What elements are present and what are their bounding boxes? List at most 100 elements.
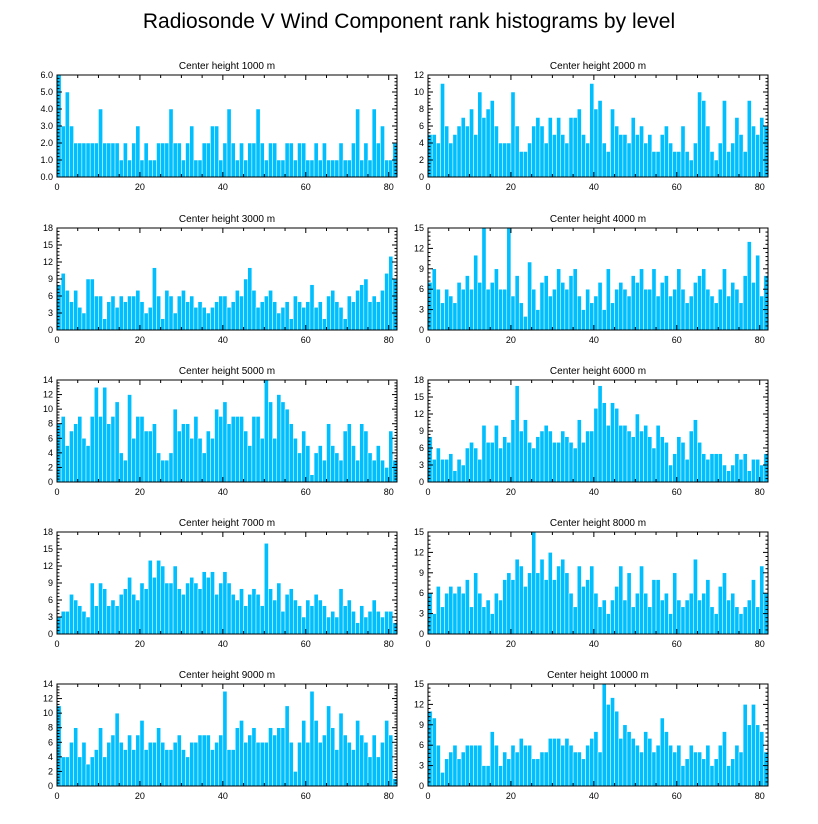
panel-title: Center height 2000 m <box>550 61 646 72</box>
y-tick-label: 14 <box>43 375 53 385</box>
bar <box>60 611 66 635</box>
bar <box>747 100 752 178</box>
bar <box>498 447 503 483</box>
bar <box>680 288 686 331</box>
bar <box>102 318 108 331</box>
x-tick-label: 20 <box>135 487 145 497</box>
bar <box>514 125 520 178</box>
bar <box>218 159 224 178</box>
bar <box>81 142 87 178</box>
y-tick-label: 0 <box>48 325 53 335</box>
bar <box>384 611 389 635</box>
bar <box>384 159 389 178</box>
bar <box>342 318 348 331</box>
y-tick-label: 3 <box>419 609 424 619</box>
bar <box>518 430 524 483</box>
bar <box>668 613 673 635</box>
bar <box>676 436 682 483</box>
bar <box>639 268 644 331</box>
bar <box>581 134 586 178</box>
bar <box>330 611 336 635</box>
bar <box>751 704 756 787</box>
bar <box>477 459 483 483</box>
x-tick-label: 0 <box>54 182 59 192</box>
bar <box>601 309 607 331</box>
bar <box>322 605 327 635</box>
bar <box>610 302 615 331</box>
bar <box>255 594 261 635</box>
bar <box>251 727 257 787</box>
bar <box>547 117 553 178</box>
bar <box>531 288 537 331</box>
bar <box>518 302 524 331</box>
bar <box>201 452 207 483</box>
bar <box>759 731 765 787</box>
bar <box>622 599 628 635</box>
bar <box>309 691 315 787</box>
bar <box>693 751 698 787</box>
bar <box>123 749 128 787</box>
bar <box>89 278 95 331</box>
bar <box>485 765 491 787</box>
bar <box>626 142 632 178</box>
bar <box>577 108 582 178</box>
bar <box>448 586 454 635</box>
bar <box>543 425 549 483</box>
bar <box>477 282 483 331</box>
bar <box>552 288 557 331</box>
y-tick-label: 3 <box>419 761 424 771</box>
bar <box>485 288 491 331</box>
bar <box>597 606 603 635</box>
bar <box>460 751 466 787</box>
bar <box>73 290 78 331</box>
bar <box>206 734 211 787</box>
bar <box>255 307 261 331</box>
bar <box>655 151 661 178</box>
bar <box>688 744 694 787</box>
bar <box>535 117 541 178</box>
bar <box>152 423 157 483</box>
bar <box>556 442 561 483</box>
bar <box>81 312 87 331</box>
bar <box>560 558 566 635</box>
bar <box>668 464 673 483</box>
bar <box>147 159 153 178</box>
bar <box>589 565 595 635</box>
y-tick-label: 10 <box>43 708 53 718</box>
bar <box>709 151 715 178</box>
bar <box>143 142 149 178</box>
bar <box>330 727 336 787</box>
bar <box>556 565 561 635</box>
bar <box>514 558 520 635</box>
bar <box>755 459 760 483</box>
y-tick-label: 0 <box>419 629 424 639</box>
bar <box>326 159 331 178</box>
bar <box>498 765 503 787</box>
bar <box>705 459 711 483</box>
x-tick-label: 20 <box>506 182 516 192</box>
y-tick-label: 6 <box>48 595 53 605</box>
bar <box>214 408 219 483</box>
plot-frame <box>56 683 398 787</box>
bar <box>755 606 760 635</box>
bar <box>473 572 479 635</box>
bar <box>734 453 740 483</box>
bar <box>523 151 528 178</box>
plot-frame <box>427 531 769 635</box>
y-tick-label: 3 <box>419 460 424 470</box>
bar <box>197 159 203 178</box>
bar <box>114 401 120 483</box>
bar <box>69 742 74 787</box>
bar <box>543 579 549 635</box>
bar <box>147 430 153 483</box>
bar <box>297 301 302 331</box>
bar <box>317 599 323 635</box>
bar <box>239 295 244 331</box>
bar <box>268 727 273 787</box>
x-tick-label: 0 <box>54 639 59 649</box>
bar <box>226 423 232 483</box>
bar <box>489 442 495 483</box>
bar <box>380 616 385 635</box>
bar <box>747 241 752 331</box>
bar <box>230 416 236 483</box>
